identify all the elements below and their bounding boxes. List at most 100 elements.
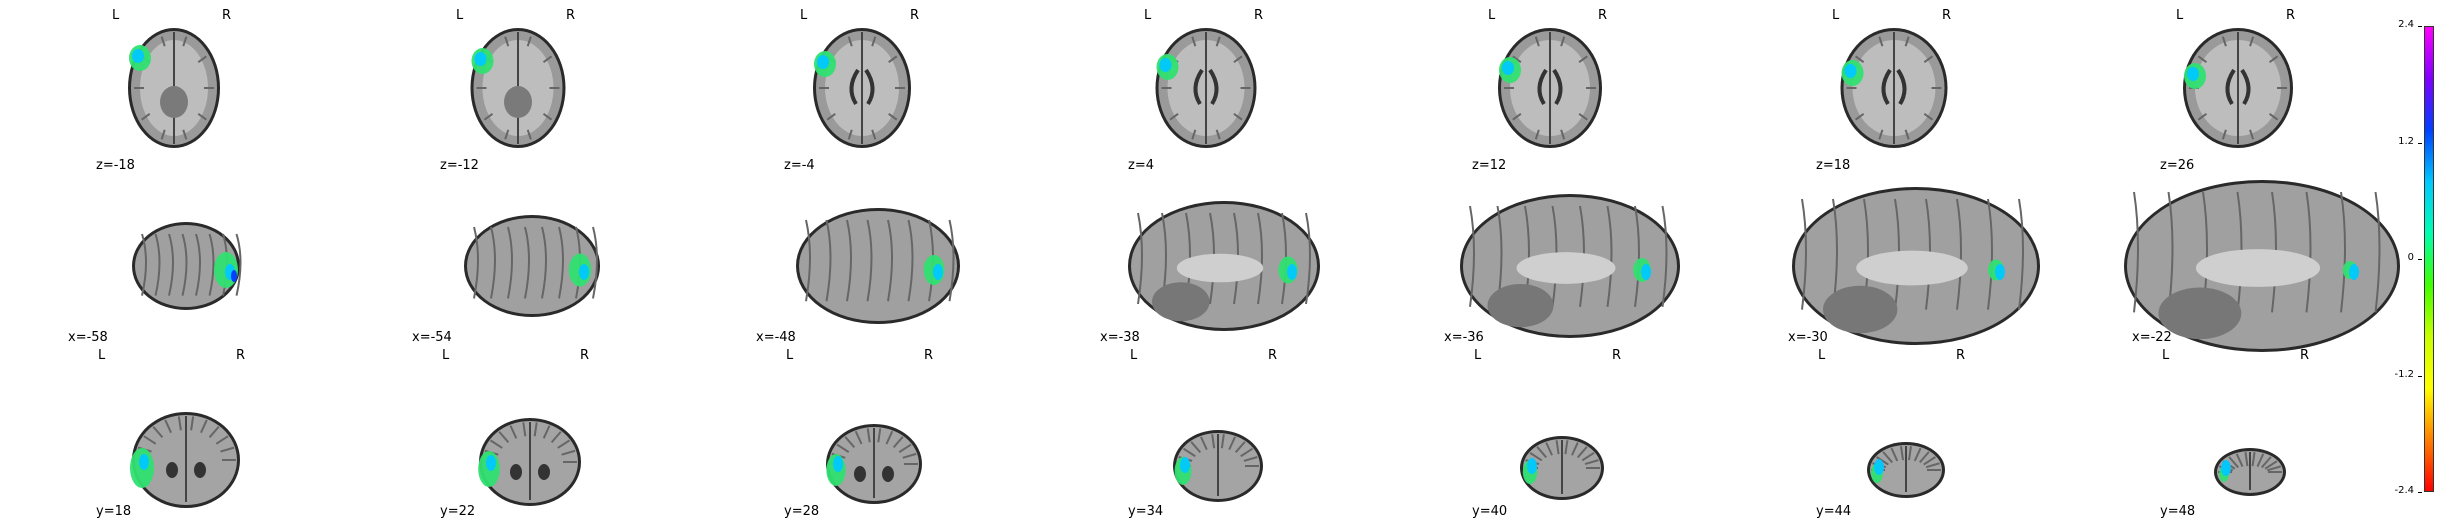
coronal-brain-slice <box>1520 436 1604 500</box>
orientation-right-label: R <box>1956 348 1966 363</box>
axial-slice-panel: z=-18 L R <box>68 8 408 180</box>
orientation-left-label: L <box>112 8 120 23</box>
axial-brain-slice <box>1155 28 1257 148</box>
coronal-slice-panel: y=34 L R <box>1100 348 1440 524</box>
orientation-left-label: L <box>1818 348 1826 363</box>
slice-coordinate-label: x=-38 <box>1100 330 1140 345</box>
orientation-left-label: L <box>456 8 464 23</box>
slice-coordinate-label: x=-22 <box>2132 330 2172 345</box>
orientation-right-label: R <box>1268 348 1278 363</box>
orientation-left-label: L <box>2176 8 2184 23</box>
coronal-slice-panel: y=22 L R <box>412 348 752 524</box>
slice-coordinate-label: y=28 <box>784 504 820 519</box>
coronal-slice-panel: y=18 L R <box>68 348 408 524</box>
orientation-left-label: L <box>1144 8 1152 23</box>
coronal-slice-panel: y=48 L R <box>2132 348 2448 524</box>
orientation-left-label: L <box>786 348 794 363</box>
axial-brain-slice <box>2183 28 2293 148</box>
slice-coordinate-label: x=-54 <box>412 330 452 345</box>
colorbar <box>2424 26 2434 492</box>
colorbar-tick-label: -2.4 <box>2394 485 2414 496</box>
slice-coordinate-label: x=-36 <box>1444 330 1484 345</box>
orientation-right-label: R <box>2286 8 2296 23</box>
slice-coordinate-label: y=44 <box>1816 504 1852 519</box>
orientation-right-label: R <box>566 8 576 23</box>
slice-coordinate-label: z=-18 <box>96 158 135 173</box>
colorbar-tick-label: 0 <box>2407 252 2414 263</box>
axial-brain-slice <box>470 28 566 148</box>
slice-coordinate-label: x=-48 <box>756 330 796 345</box>
axial-brain-slice <box>813 28 911 148</box>
slice-coordinate-label: z=18 <box>1816 158 1851 173</box>
slice-coordinate-label: z=12 <box>1472 158 1507 173</box>
orientation-right-label: R <box>2300 348 2310 363</box>
sagittal-brain-slice <box>464 215 600 317</box>
axial-brain-slice <box>1840 28 1948 148</box>
colorbar-tick-label: 1.2 <box>2398 135 2414 147</box>
axial-slice-panel: z=26 L R <box>2132 8 2448 180</box>
coronal-brain-slice <box>130 412 240 508</box>
axial-slice-panel: z=-12 L R <box>412 8 752 180</box>
sagittal-brain-slice <box>132 222 242 310</box>
coronal-slice-panel: y=40 L R <box>1444 348 1784 524</box>
sagittal-slice-panel: x=-22 <box>2124 180 2448 352</box>
axial-brain-slice <box>1498 28 1602 148</box>
sagittal-brain-slice <box>1460 194 1680 338</box>
slice-coordinate-label: x=-58 <box>68 330 108 345</box>
colorbar-tick-label: 2.4 <box>2398 19 2414 30</box>
sagittal-slice-panel: x=-54 <box>412 180 752 352</box>
slice-coordinate-label: z=-4 <box>784 158 815 173</box>
colorbar-tick <box>2418 259 2422 260</box>
orientation-right-label: R <box>222 8 232 23</box>
orientation-left-label: L <box>1488 8 1496 23</box>
coronal-slice-panel: y=28 L R <box>756 348 1096 524</box>
orientation-right-label: R <box>1612 348 1622 363</box>
sagittal-slice-panel: x=-58 <box>68 180 408 352</box>
orientation-left-label: L <box>442 348 450 363</box>
slice-coordinate-label: y=34 <box>1128 504 1164 519</box>
coronal-slice-panel: y=44 L R <box>1788 348 2128 524</box>
orientation-left-label: L <box>2162 348 2170 363</box>
sagittal-brain-slice <box>1792 187 2040 345</box>
orientation-right-label: R <box>1942 8 1952 23</box>
orientation-right-label: R <box>910 8 920 23</box>
colorbar-tick <box>2418 142 2422 144</box>
sagittal-brain-slice <box>796 208 960 324</box>
sagittal-slice-panel: x=-36 <box>1444 180 1784 352</box>
sagittal-brain-slice <box>1128 201 1320 331</box>
slice-coordinate-label: y=18 <box>96 504 132 519</box>
coronal-brain-slice <box>2214 448 2286 496</box>
slice-coordinate-label: x=-30 <box>1788 330 1828 345</box>
slice-coordinate-label: z=26 <box>2160 158 2195 173</box>
sagittal-slice-panel: x=-38 <box>1100 180 1440 352</box>
slice-coordinate-label: y=22 <box>440 504 476 519</box>
orientation-right-label: R <box>924 348 934 363</box>
coronal-brain-slice <box>826 424 922 504</box>
orientation-left-label: L <box>1474 348 1482 363</box>
slice-coordinate-label: y=48 <box>2160 504 2196 519</box>
sagittal-slice-panel: x=-48 <box>756 180 1096 352</box>
sagittal-slice-panel: x=-30 <box>1788 180 2128 352</box>
orientation-right-label: R <box>236 348 246 363</box>
slice-coordinate-label: z=-12 <box>440 158 479 173</box>
colorbar-tick-label: -1.2 <box>2394 368 2414 380</box>
colorbar-tick <box>2418 492 2422 493</box>
orientation-right-label: R <box>580 348 590 363</box>
orientation-left-label: L <box>1832 8 1840 23</box>
orientation-left-label: L <box>800 8 808 23</box>
colorbar-tick <box>2418 375 2422 377</box>
orientation-right-label: R <box>1598 8 1608 23</box>
axial-slice-panel: z=12 L R <box>1444 8 1784 180</box>
axial-slice-panel: z=-4 L R <box>756 8 1096 180</box>
slice-coordinate-label: z=4 <box>1128 158 1154 173</box>
axial-slice-panel: z=18 L R <box>1788 8 2128 180</box>
orientation-left-label: L <box>98 348 106 363</box>
coronal-brain-slice <box>478 418 581 506</box>
slice-coordinate-label: y=40 <box>1472 504 1508 519</box>
orientation-right-label: R <box>1254 8 1264 23</box>
sagittal-brain-slice <box>2124 180 2400 352</box>
coronal-brain-slice <box>1173 430 1263 502</box>
axial-brain-slice <box>128 28 220 148</box>
orientation-left-label: L <box>1130 348 1138 363</box>
axial-slice-panel: z=4 L R <box>1100 8 1440 180</box>
